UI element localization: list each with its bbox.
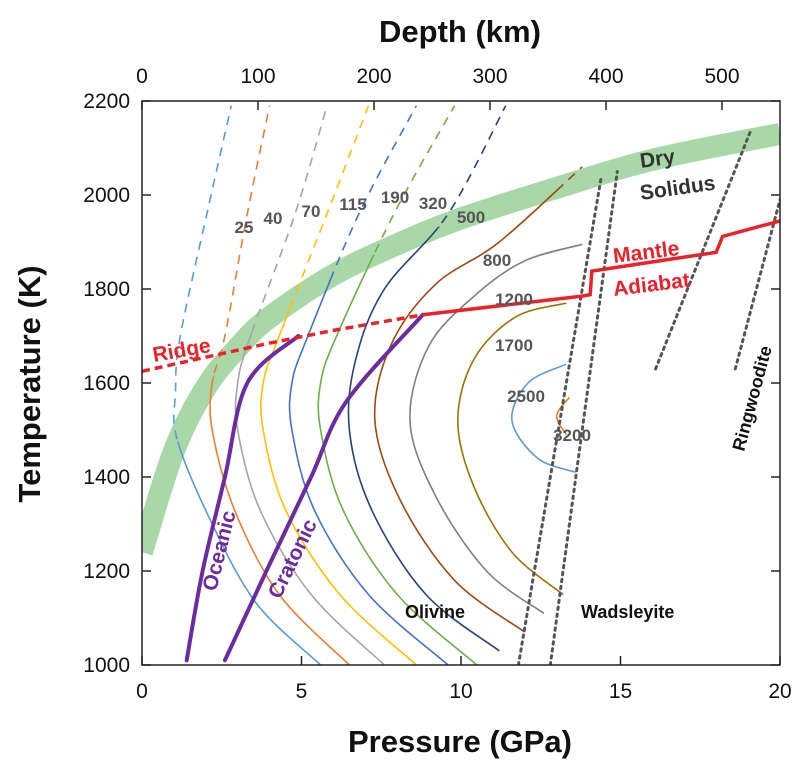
contour-label-190: 190 [381,188,409,207]
contour-label-3200: 3200 [553,426,591,445]
x2-tick-label-200: 200 [356,65,391,88]
x-tick-label-5: 5 [296,680,308,703]
contour-label-1700: 1700 [495,336,533,355]
x2-tick-label-0: 0 [136,65,148,88]
contour-190-dashed [288,105,449,553]
contour-800-solid [373,166,583,633]
contour-label-115: 115 [339,195,366,214]
y-axis-title: Temperature (K) [12,265,47,502]
geotherm-cratonic [222,312,425,663]
mantle-adiabat-label-2: Adiabat [612,269,691,301]
x2-axis-title: Depth (km) [379,14,541,49]
dry-solidus-label-1: Dry [638,145,676,173]
y-tick-label-1400: 1400 [83,466,130,489]
ringwoodite-label: Ringwoodite [729,344,776,453]
contour-1700-solid [456,302,567,596]
contour-label-500: 500 [457,208,485,227]
phase-boundary-1 [548,170,619,665]
x-tick-label-15: 15 [609,680,632,703]
contour-70-dashed [234,105,385,553]
y-tick-label-1800: 1800 [83,278,130,301]
contour-label-1200: 1200 [495,290,533,309]
x-tick-label-20: 20 [768,680,791,703]
x2-tick-label-100: 100 [240,65,275,88]
contour-label-25: 25 [235,218,254,237]
phase-boundary-2 [654,127,753,371]
x-tick-label-10: 10 [449,680,472,703]
x2-tick-label-400: 400 [588,65,623,88]
phase-boundary-3 [733,198,780,371]
contour-label-40: 40 [264,209,283,228]
contour-3200-solid [555,396,571,436]
ridge-adiabat [142,313,424,374]
phase-boundary-0 [516,174,603,665]
x2-tick-label-300: 300 [472,65,507,88]
dry-solidus-label-2: Solidus [638,172,716,205]
dry-solidus-band [142,123,780,556]
mantle-adiabat-label-1: Mantle [612,237,681,268]
y-tick-label-2200: 2200 [83,90,130,113]
y-tick-label-1000: 1000 [83,654,130,677]
contour-label-70: 70 [302,202,321,221]
wadsleyite-label: Wadsleyite [581,602,674,622]
contour-190-solid [288,133,449,665]
contour-2500-solid [511,363,577,474]
ridge-label: Ridge [151,334,212,367]
y-tick-label-1600: 1600 [83,372,130,395]
contour-1200-solid [409,243,583,614]
geotherm-oceanic [184,334,301,663]
contour-label-2500: 2500 [507,387,545,406]
mantle-adiabat-line [422,219,780,317]
y-tick-label-1200: 1200 [83,560,130,583]
contour-label-320: 320 [419,194,447,213]
contour-label-800: 800 [483,251,511,270]
y-tick-label-2000: 2000 [83,184,130,207]
olivine-label: Olivine [405,602,465,622]
contour-70-solid [234,133,385,665]
x-axis-title: Pressure (GPa) [348,724,572,759]
oceanic-label: Oceanic [199,508,241,593]
x-tick-label-0: 0 [136,680,148,703]
x2-tick-label-500: 500 [704,65,739,88]
